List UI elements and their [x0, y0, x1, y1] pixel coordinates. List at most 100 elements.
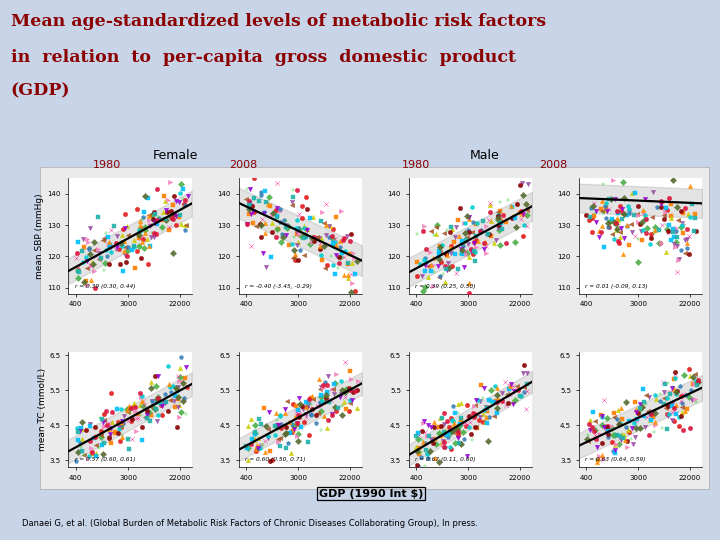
Point — [512, 386, 523, 394]
Point — [136, 392, 148, 401]
Point — [505, 214, 517, 222]
Point — [340, 393, 351, 402]
Point — [117, 230, 128, 239]
Point — [493, 397, 505, 406]
Point — [654, 239, 666, 248]
Point — [449, 409, 460, 418]
Point — [490, 398, 501, 407]
Point — [652, 203, 663, 212]
Text: Female: Female — [152, 149, 198, 162]
Point — [275, 218, 287, 226]
Point — [153, 212, 164, 221]
Point — [149, 372, 161, 381]
Point — [662, 226, 674, 235]
Point — [136, 436, 148, 444]
Point — [246, 210, 257, 219]
Point — [594, 429, 606, 438]
Point — [631, 416, 642, 425]
Point — [323, 233, 335, 242]
Point — [456, 250, 468, 259]
Point — [449, 250, 461, 259]
Point — [605, 217, 616, 225]
Point — [627, 440, 639, 448]
Point — [294, 210, 305, 218]
Point — [481, 404, 492, 413]
Point — [288, 400, 300, 408]
Point — [642, 224, 653, 232]
Point — [485, 217, 497, 226]
Point — [315, 407, 327, 415]
Point — [174, 373, 186, 382]
Point — [414, 260, 426, 268]
Point — [619, 435, 631, 444]
Point — [143, 408, 154, 417]
Point — [455, 244, 467, 253]
Point — [144, 402, 156, 411]
Point — [112, 429, 124, 438]
Point — [472, 396, 484, 404]
Point — [422, 421, 433, 430]
Point — [163, 407, 174, 415]
Point — [171, 384, 183, 393]
Point — [467, 435, 478, 444]
Point — [518, 369, 529, 377]
Point — [507, 396, 518, 405]
Point — [687, 373, 698, 381]
Point — [433, 422, 445, 431]
Point — [608, 413, 620, 421]
Point — [592, 456, 603, 464]
Point — [241, 220, 253, 228]
Point — [413, 435, 424, 444]
Point — [271, 225, 282, 233]
Point — [124, 404, 135, 413]
Point — [287, 254, 299, 263]
Point — [655, 238, 667, 247]
Point — [181, 409, 192, 418]
Point — [480, 238, 491, 246]
Point — [271, 416, 283, 424]
Point — [599, 205, 611, 214]
Point — [420, 465, 431, 474]
Point — [469, 410, 481, 418]
Point — [480, 402, 492, 411]
Point — [598, 422, 610, 431]
Point — [248, 207, 260, 216]
Point — [146, 402, 158, 410]
Point — [283, 417, 294, 426]
Point — [507, 400, 518, 408]
Point — [329, 379, 341, 387]
Point — [293, 394, 305, 402]
Point — [626, 188, 638, 197]
Point — [472, 219, 483, 227]
Point — [149, 210, 161, 219]
Point — [675, 246, 687, 255]
Point — [287, 198, 298, 206]
Point — [654, 390, 666, 399]
Point — [581, 435, 593, 443]
Point — [346, 395, 358, 404]
Text: r = 0.39 (0.25, 0.50): r = 0.39 (0.25, 0.50) — [415, 284, 475, 289]
Point — [146, 229, 158, 238]
Point — [106, 424, 117, 433]
Point — [621, 437, 633, 445]
Point — [325, 251, 337, 260]
Point — [143, 260, 154, 269]
Point — [134, 231, 145, 239]
Point — [668, 385, 680, 394]
Point — [159, 398, 171, 407]
Point — [103, 431, 114, 440]
Point — [139, 222, 150, 231]
Point — [678, 389, 689, 398]
Point — [123, 402, 135, 410]
Point — [415, 448, 427, 456]
Point — [609, 441, 621, 450]
Point — [301, 205, 312, 214]
Point — [641, 229, 652, 238]
Point — [262, 200, 274, 208]
Point — [81, 235, 92, 244]
Point — [480, 418, 491, 427]
Point — [287, 185, 299, 194]
Point — [508, 212, 519, 220]
Point — [81, 280, 92, 289]
Point — [595, 228, 607, 237]
